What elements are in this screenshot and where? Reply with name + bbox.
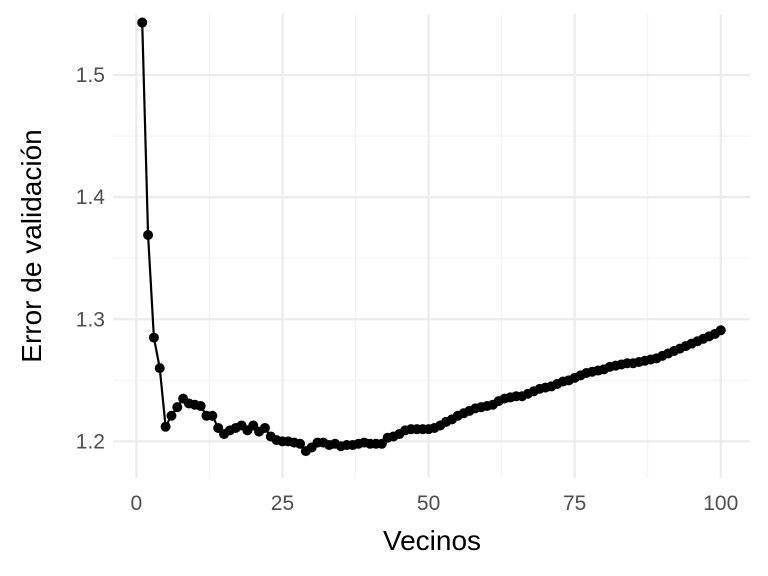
grid	[113, 14, 750, 478]
x-axis-title: Vecinos	[383, 525, 481, 556]
data-point	[160, 421, 171, 432]
data-point	[195, 400, 206, 411]
data-point	[148, 332, 159, 343]
x-tick-label: 25	[271, 492, 294, 515]
tick-labels: 0 25 50 75 100 1.2 1.3 1.4 1.5	[76, 64, 739, 515]
data-point	[172, 402, 183, 413]
data-point	[137, 17, 148, 28]
y-tick-label: 1.2	[76, 430, 105, 453]
y-axis-title: Error de validación	[16, 129, 47, 362]
x-tick-label: 50	[417, 492, 440, 515]
x-tick-label: 100	[703, 492, 738, 515]
y-tick-label: 1.5	[76, 64, 105, 87]
data-point	[207, 410, 218, 421]
data-point	[715, 325, 726, 336]
x-tick-label: 75	[563, 492, 586, 515]
data-point	[143, 230, 154, 241]
data-point	[166, 410, 177, 421]
y-tick-label: 1.4	[76, 186, 106, 209]
x-tick-label: 0	[131, 492, 143, 515]
data-point	[259, 422, 270, 433]
data-point	[154, 363, 165, 374]
y-tick-label: 1.3	[76, 308, 105, 331]
data-point	[295, 438, 306, 449]
series-points-layer	[137, 17, 726, 457]
